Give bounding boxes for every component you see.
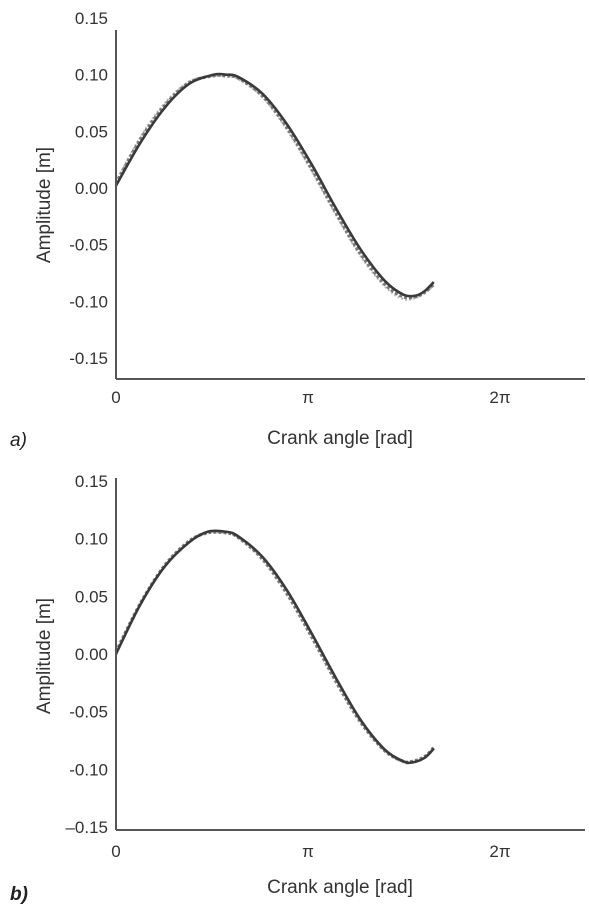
y-axis-title: Amplitude [m]	[34, 598, 55, 714]
y-tick-labels: 0.15 0.10 0.05 0.00 -0.05 -0.10 -0.15	[69, 9, 108, 368]
x-tick-label: π	[302, 842, 314, 861]
y-tick-label: –0.15	[65, 818, 108, 837]
x-tick-label: π	[302, 388, 314, 407]
y-tick-label: 0.15	[75, 472, 108, 491]
x-tick-label: 0	[111, 388, 120, 407]
y-tick-label: -0.05	[69, 236, 108, 255]
y-tick-label: 0.05	[75, 122, 108, 141]
series-line-solid	[114, 72, 435, 298]
y-tick-label: -0.15	[69, 349, 108, 368]
chart-panel-b: 0.15 0.10 0.05 0.00 -0.05 -0.10 –0.15 0 π 2π Amp…	[10, 472, 585, 905]
panel-label-a: a)	[10, 430, 27, 451]
panel-label-b: b)	[10, 884, 28, 905]
y-axis-title: Amplitude [m]	[34, 147, 55, 263]
x-axis-title: Crank angle [rad]	[267, 428, 413, 449]
x-tick-label: 0	[111, 842, 120, 861]
x-tick-label: 2π	[489, 842, 510, 861]
x-axis-title: Crank angle [rad]	[267, 877, 413, 898]
series-group	[114, 529, 435, 765]
y-tick-label: 0.00	[75, 645, 108, 664]
y-tick-label: -0.05	[69, 703, 108, 722]
y-tick-label: 0.15	[75, 9, 108, 28]
y-tick-label: -0.10	[69, 292, 108, 311]
y-tick-label: 0.05	[75, 587, 108, 606]
y-tick-label: 0.10	[75, 66, 108, 85]
series-line-dotted-light	[115, 74, 435, 301]
y-tick-label: -0.10	[69, 760, 108, 779]
y-tick-label: 0.00	[75, 179, 108, 198]
chart-panel-a: 0.15 0.10 0.05 0.00 -0.05 -0.10 -0.15 0 π 2π Amp…	[10, 9, 585, 451]
y-tick-labels: 0.15 0.10 0.05 0.00 -0.05 -0.10 –0.15	[65, 472, 108, 837]
series-line-solid	[114, 529, 435, 765]
x-tick-label: 2π	[489, 388, 510, 407]
x-tick-labels: 0 π 2π	[111, 842, 510, 861]
y-tick-label: 0.10	[75, 530, 108, 549]
series-group	[114, 72, 435, 301]
x-tick-labels: 0 π 2π	[111, 388, 510, 407]
